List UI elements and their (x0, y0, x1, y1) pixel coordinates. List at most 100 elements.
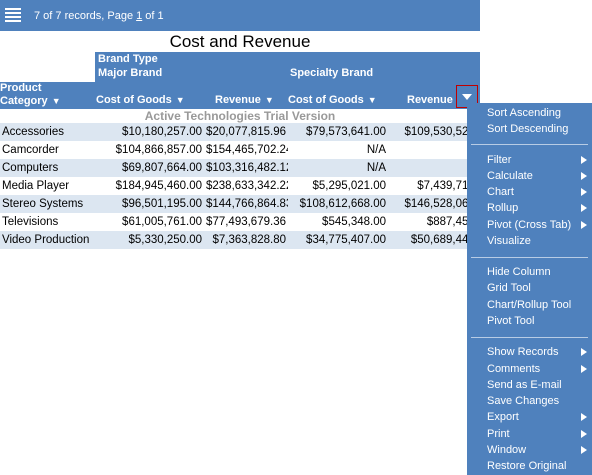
table-row: Computers $69,807,664.00 $103,316,482.12 N/… (0, 159, 480, 177)
table-row: Stereo Systems $96,501,195.00 $144,766,864… (0, 195, 480, 213)
brand-type-label: Brand Type (98, 53, 158, 65)
cell-revenue-specialty: $7,439,717. (388, 177, 480, 195)
cell-revenue-major: $238,633,342.22 (204, 177, 288, 195)
cell-cost-major: $184,945,460.00 (96, 177, 204, 195)
cell-cost-major: $104,866,857.00 (96, 141, 204, 159)
menu-sort-descending[interactable]: Sort Descending (487, 123, 569, 135)
submenu-arrow-icon (581, 156, 587, 164)
major-brand-label: Major Brand (98, 67, 163, 79)
cell-category: Televisions (0, 213, 96, 231)
product-category-label-1: Product (0, 82, 42, 94)
menu-rollup-label: Rollup (487, 202, 519, 214)
menu-hide-column[interactable]: Hide Column (487, 266, 551, 278)
dropdown-arrow-icon[interactable]: ▼ (367, 95, 377, 105)
brand-type-header: Brand Type Major Brand Specialty Brand (95, 52, 480, 82)
menu-restore-original[interactable]: Restore Original (487, 460, 567, 472)
revenue-column-menu-button[interactable] (456, 85, 478, 108)
trial-watermark: Active Technologies Trial Version (144, 109, 336, 123)
menu-divider (471, 257, 588, 258)
revenue-specialty-header[interactable]: Revenue (407, 94, 453, 106)
menu-lines-icon[interactable] (5, 8, 21, 22)
cell-cost-major: $96,501,195.00 (96, 195, 204, 213)
cell-category: Video Production (0, 231, 96, 249)
status-prefix: 7 of 7 records, Page (34, 10, 137, 22)
menu-print[interactable]: Print (487, 426, 587, 442)
cell-revenue-major: $103,316,482.12 (204, 159, 288, 177)
submenu-arrow-icon (581, 204, 587, 212)
cell-cost-specialty: $34,775,407.00 (288, 231, 388, 249)
menu-chart[interactable]: Chart (487, 184, 587, 200)
revenue-major-header[interactable]: Revenue ▼ (215, 94, 274, 106)
revenue-specialty-label: Revenue (407, 94, 453, 106)
cost-major-label: Cost of Goods (96, 94, 172, 106)
menu-calculate-label: Calculate (487, 170, 533, 182)
menu-comments[interactable]: Comments (487, 361, 587, 377)
submenu-arrow-icon (581, 430, 587, 438)
dropdown-arrow-icon[interactable]: ▼ (175, 95, 185, 105)
cell-revenue-major: $144,766,864.83 (204, 195, 288, 213)
menu-pivot-tool[interactable]: Pivot Tool (487, 315, 535, 327)
menu-divider (471, 144, 588, 145)
cell-category: Camcorder (0, 141, 96, 159)
menu-filter[interactable]: Filter (487, 152, 587, 168)
cell-revenue-specialty: $109,530,522. (388, 123, 480, 141)
cell-cost-specialty: N/A (288, 159, 388, 177)
menu-filter-label: Filter (487, 154, 512, 166)
cost-major-header[interactable]: Cost of Goods ▼ (96, 94, 185, 106)
cell-cost-specialty: N/A (288, 141, 388, 159)
menu-window[interactable]: Window (487, 442, 587, 458)
cell-revenue-major: $77,493,679.36 (204, 213, 288, 231)
menu-pivot-label: Pivot (Cross Tab) (487, 219, 572, 231)
cell-revenue-major: $154,465,702.24 (204, 141, 288, 159)
cell-cost-major: $61,005,761.00 (96, 213, 204, 231)
menu-window-label: Window (487, 444, 527, 456)
menu-save-changes[interactable]: Save Changes (487, 395, 560, 407)
menu-comments-label: Comments (487, 363, 541, 375)
product-category-header[interactable]: Category ▼ (0, 95, 61, 107)
dropdown-arrow-icon[interactable]: ▼ (51, 96, 61, 106)
menu-sort-ascending[interactable]: Sort Ascending (487, 107, 561, 119)
menu-calculate[interactable]: Calculate (487, 168, 587, 184)
cost-specialty-label: Cost of Goods (288, 94, 364, 106)
menu-show-records[interactable]: Show Records (487, 344, 587, 360)
menu-visualize[interactable]: Visualize (487, 235, 531, 247)
menu-send-email[interactable]: Send as E-mail (487, 379, 562, 391)
cell-revenue-specialty: $146,528,068. (388, 195, 480, 213)
revenue-major-label: Revenue (215, 94, 261, 106)
cell-cost-specialty: $79,573,641.00 (288, 123, 388, 141)
cell-category: Accessories (0, 123, 96, 141)
dropdown-arrow-icon[interactable]: ▼ (264, 95, 274, 105)
cell-cost-specialty: $5,295,021.00 (288, 177, 388, 195)
report-title: Cost and Revenue (169, 32, 311, 51)
menu-rollup[interactable]: Rollup (487, 200, 587, 216)
menu-print-label: Print (487, 428, 510, 440)
column-header-row: Product Category ▼ Cost of Goods ▼ Revenue… (0, 82, 480, 109)
menu-chart-rollup-tool[interactable]: Chart/Rollup Tool (487, 299, 572, 311)
cell-revenue-specialty: $887,453. (388, 213, 480, 231)
submenu-arrow-icon (581, 221, 587, 229)
page-link[interactable]: 1 (136, 10, 143, 22)
submenu-arrow-icon (581, 348, 587, 356)
cost-specialty-header[interactable]: Cost of Goods ▼ (288, 94, 377, 106)
record-status: 7 of 7 records, Page 1 of 1 (34, 10, 164, 22)
menu-pivot[interactable]: Pivot (Cross Tab) (487, 217, 587, 233)
submenu-arrow-icon (581, 413, 587, 421)
specialty-brand-label: Specialty Brand (290, 67, 374, 79)
header-gap (0, 52, 95, 82)
data-grid: Accessories $10,180,257.00 $20,077,815.96 $… (0, 123, 480, 249)
dropdown-arrow-icon (462, 94, 472, 100)
submenu-arrow-icon (581, 446, 587, 454)
cell-category: Media Player (0, 177, 96, 195)
cell-category: Stereo Systems (0, 195, 96, 213)
table-row: Media Player $184,945,460.00 $238,633,342.… (0, 177, 480, 195)
status-suffix: of 1 (142, 10, 164, 22)
submenu-arrow-icon (581, 172, 587, 180)
cell-cost-major: $5,330,250.00 (96, 231, 204, 249)
menu-grid-tool[interactable]: Grid Tool (487, 282, 531, 294)
menu-export[interactable]: Export (487, 409, 587, 425)
cell-revenue-specialty: $50,689,447. (388, 231, 480, 249)
cell-cost-specialty: $108,612,668.00 (288, 195, 388, 213)
table-row: Camcorder $104,866,857.00 $154,465,702.24 N… (0, 141, 480, 159)
table-row: Accessories $10,180,257.00 $20,077,815.96 $… (0, 123, 480, 141)
menu-divider (471, 337, 588, 338)
